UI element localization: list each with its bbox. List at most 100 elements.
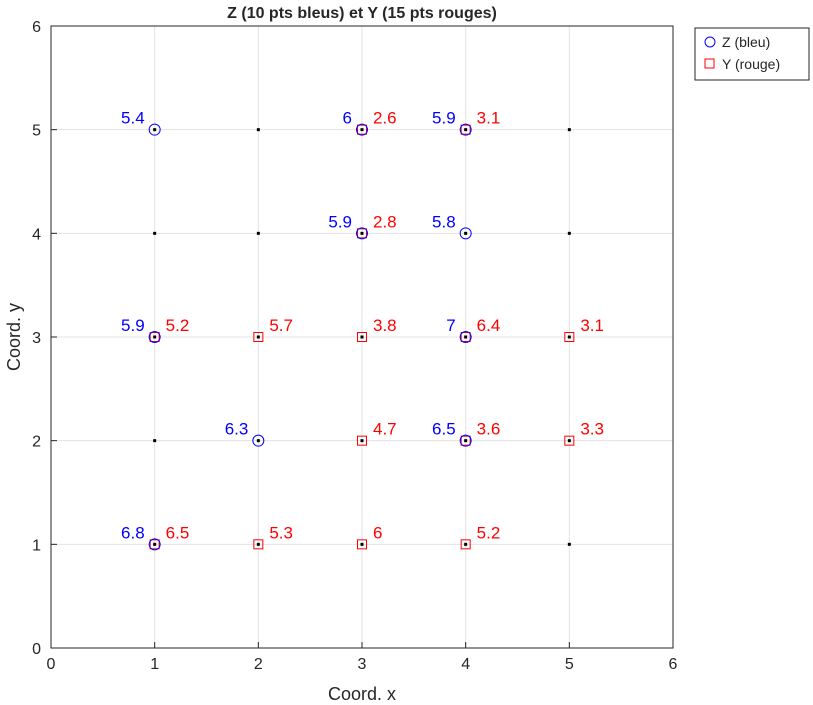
- grid-point: [153, 335, 157, 339]
- y-axis-label: Coord. y: [4, 303, 24, 371]
- x-tick-label: 6: [669, 656, 678, 673]
- grid-point: [256, 335, 260, 339]
- grid-point: [360, 231, 364, 235]
- legend: Z (bleu) Y (rouge): [694, 27, 810, 81]
- x-tick-label: 5: [565, 656, 574, 673]
- grid-point: [153, 231, 157, 235]
- y-value-label: 3.8: [373, 316, 397, 335]
- y-value-label: 3.1: [477, 109, 501, 128]
- y-value-label: 5.2: [477, 523, 501, 542]
- y-square-marker: [357, 332, 367, 342]
- y-tick-label: 0: [32, 641, 41, 658]
- y-value-label: 4.7: [373, 420, 397, 439]
- axes-box: [50, 25, 674, 649]
- y-square-marker: [460, 124, 471, 135]
- y-square-marker: [357, 124, 367, 135]
- y-square-marker: [149, 332, 160, 342]
- y-tick-label: 2: [32, 434, 41, 451]
- y-value-label: 2.6: [373, 109, 397, 128]
- y-value-label: 2.8: [373, 212, 397, 231]
- z-circle-marker: [459, 331, 472, 343]
- y-value-label: 5.2: [166, 316, 190, 335]
- y-square-marker: [564, 435, 575, 446]
- z-circle-marker: [356, 123, 368, 136]
- chart-title: Z (10 pts bleus) et Y (15 pts rouges): [227, 5, 497, 22]
- grid-point: [360, 439, 364, 443]
- z-circle-marker: [459, 434, 472, 447]
- grid-point: [464, 128, 468, 132]
- grid-point: [567, 128, 571, 132]
- x-tick-label: 4: [461, 656, 470, 673]
- y-value-label: 3.6: [477, 420, 501, 439]
- y-value-label: 5.7: [269, 316, 293, 335]
- grid-point: [567, 231, 571, 235]
- grid-point: [464, 542, 468, 546]
- grid-point: [567, 335, 571, 339]
- y-square-marker: [253, 539, 264, 550]
- z-value-label: 5.9: [432, 109, 456, 128]
- y-tick-label: 6: [32, 19, 41, 36]
- legend-label-z: Z (bleu): [722, 34, 770, 50]
- z-value-label: 5.8: [432, 212, 456, 231]
- legend-marker-y: [704, 58, 715, 69]
- grid-point: [153, 542, 157, 546]
- y-square-marker: [564, 332, 575, 342]
- legend-marker-z: [704, 36, 716, 48]
- grid-point: [567, 439, 571, 443]
- y-square-marker: [357, 539, 367, 550]
- y-square-marker: [149, 539, 160, 550]
- z-value-label: 6: [343, 109, 352, 128]
- x-tick-label: 0: [47, 656, 56, 673]
- y-value-label: 3.1: [580, 316, 604, 335]
- z-circle-marker: [459, 227, 472, 240]
- y-square-marker: [460, 539, 471, 550]
- z-circle-marker: [459, 123, 472, 136]
- grid-point: [464, 231, 468, 235]
- z-value-label: 6.3: [225, 420, 249, 439]
- z-circle-marker: [148, 123, 161, 136]
- z-value-label: 6.8: [121, 523, 145, 542]
- legend-label-y: Y (rouge): [722, 56, 780, 72]
- z-value-label: 5.4: [121, 109, 145, 128]
- y-value-label: 6.5: [166, 523, 190, 542]
- y-value-label: 6: [373, 523, 382, 542]
- x-tick-label: 2: [254, 656, 263, 673]
- grid-point: [153, 128, 157, 132]
- grid-point: [360, 128, 364, 132]
- y-square-marker: [253, 332, 264, 342]
- grid-point: [567, 542, 571, 546]
- y-tick-label: 5: [32, 123, 41, 140]
- z-circle-marker: [148, 538, 161, 551]
- grid-point: [360, 542, 364, 546]
- legend-box: [694, 27, 810, 81]
- x-axis-label: Coord. x: [328, 684, 396, 704]
- y-value-label: 6.4: [477, 316, 501, 335]
- y-tick-label: 4: [32, 226, 41, 243]
- y-square-marker: [357, 228, 367, 239]
- y-value-label: 3.3: [580, 420, 604, 439]
- grid-point: [464, 439, 468, 443]
- x-tick-label: 1: [150, 656, 159, 673]
- grid-point: [256, 231, 260, 235]
- y-square-marker: [357, 435, 367, 446]
- grid-point: [256, 128, 260, 132]
- y-value-label: 5.3: [269, 523, 293, 542]
- y-tick-label: 1: [32, 537, 41, 554]
- y-square-marker: [460, 332, 471, 342]
- y-square-marker: [460, 435, 471, 446]
- grid-point: [464, 335, 468, 339]
- z-circle-marker: [148, 331, 161, 343]
- z-value-label: 5.9: [121, 316, 145, 335]
- grid-point: [256, 439, 260, 443]
- z-value-label: 6.5: [432, 420, 456, 439]
- grid-point: [153, 439, 157, 443]
- grid-point: [360, 335, 364, 339]
- y-tick-label: 3: [32, 330, 41, 347]
- grid-point: [256, 542, 260, 546]
- z-circle-marker: [356, 227, 368, 240]
- z-value-label: 5.9: [328, 212, 352, 231]
- x-tick-label: 3: [358, 656, 367, 673]
- z-value-label: 7: [446, 316, 455, 335]
- z-circle-marker: [252, 434, 265, 447]
